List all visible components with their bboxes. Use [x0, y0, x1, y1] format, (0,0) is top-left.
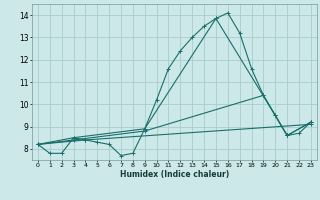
- X-axis label: Humidex (Indice chaleur): Humidex (Indice chaleur): [120, 170, 229, 179]
